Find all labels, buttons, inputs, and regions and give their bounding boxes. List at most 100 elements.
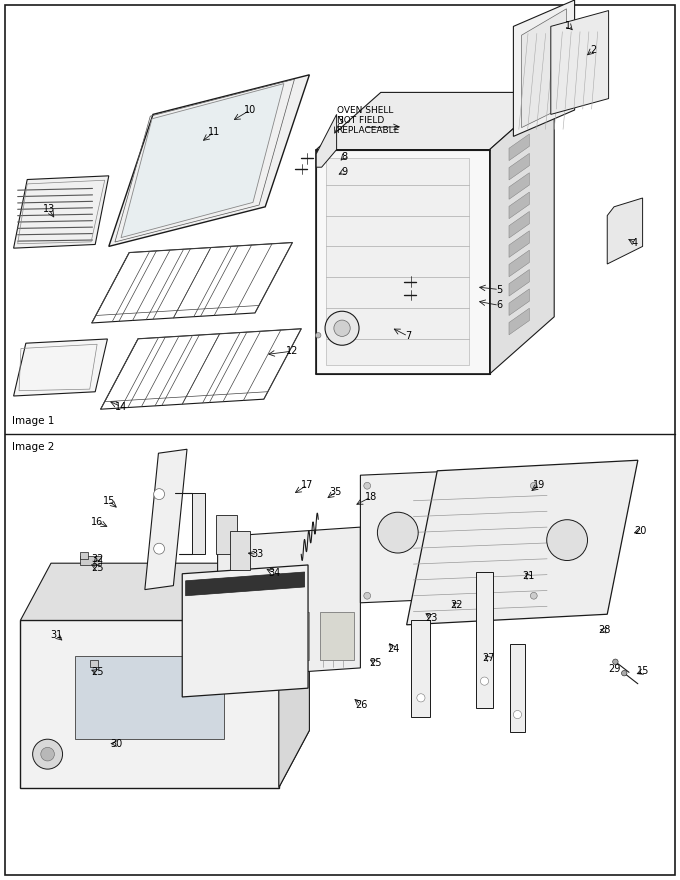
Polygon shape — [20, 730, 309, 788]
Polygon shape — [509, 134, 529, 161]
Bar — [476, 572, 493, 708]
Text: 10: 10 — [244, 105, 256, 115]
Polygon shape — [230, 531, 250, 570]
Polygon shape — [326, 158, 469, 365]
Circle shape — [613, 659, 618, 664]
Polygon shape — [316, 92, 554, 150]
Text: 20: 20 — [634, 525, 647, 536]
Text: 5: 5 — [496, 284, 503, 295]
Text: 9: 9 — [341, 166, 347, 177]
Bar — [320, 612, 354, 660]
Polygon shape — [407, 460, 638, 625]
Text: 19: 19 — [533, 480, 545, 490]
Text: 25: 25 — [91, 562, 103, 573]
Polygon shape — [522, 9, 566, 128]
Polygon shape — [509, 269, 529, 296]
Bar — [231, 612, 265, 660]
Polygon shape — [551, 11, 609, 114]
Text: 18: 18 — [364, 492, 377, 502]
Circle shape — [417, 693, 425, 702]
Text: 34: 34 — [268, 568, 280, 578]
Bar — [510, 644, 525, 732]
Text: 35: 35 — [330, 487, 342, 497]
Text: 28: 28 — [598, 625, 611, 635]
Polygon shape — [186, 572, 305, 596]
Circle shape — [622, 671, 627, 676]
Text: 29: 29 — [609, 664, 621, 674]
Text: 33: 33 — [251, 549, 263, 560]
Circle shape — [364, 482, 371, 489]
Polygon shape — [216, 515, 237, 554]
Text: 4: 4 — [632, 238, 639, 248]
Bar — [411, 620, 430, 717]
Text: 16: 16 — [91, 517, 103, 527]
Text: 2: 2 — [590, 45, 596, 55]
Circle shape — [325, 312, 359, 345]
Text: 23: 23 — [426, 612, 438, 623]
Text: 25: 25 — [91, 667, 103, 678]
Polygon shape — [509, 211, 529, 238]
Polygon shape — [192, 493, 205, 554]
Text: 21: 21 — [522, 571, 534, 582]
Text: Image 2: Image 2 — [12, 442, 54, 451]
Text: 13: 13 — [43, 204, 55, 215]
Polygon shape — [182, 565, 308, 697]
Text: 6: 6 — [496, 300, 503, 311]
Bar — [80, 552, 88, 559]
Text: 30: 30 — [110, 738, 122, 749]
Polygon shape — [490, 92, 554, 374]
Polygon shape — [14, 339, 107, 396]
Text: 27: 27 — [482, 653, 494, 664]
Text: 14: 14 — [115, 401, 127, 412]
Polygon shape — [331, 295, 409, 311]
Polygon shape — [145, 449, 187, 590]
Text: 12: 12 — [286, 346, 299, 356]
Polygon shape — [331, 229, 409, 245]
Polygon shape — [14, 176, 109, 248]
Circle shape — [530, 592, 537, 599]
Polygon shape — [218, 527, 360, 678]
Polygon shape — [101, 329, 301, 409]
Polygon shape — [331, 273, 409, 289]
Circle shape — [513, 710, 522, 719]
Polygon shape — [331, 207, 409, 223]
Polygon shape — [121, 84, 284, 238]
Polygon shape — [316, 150, 490, 374]
Polygon shape — [509, 172, 529, 200]
Circle shape — [154, 543, 165, 554]
Text: 17: 17 — [301, 480, 313, 490]
Polygon shape — [513, 0, 575, 136]
Polygon shape — [316, 114, 337, 167]
Text: 32: 32 — [91, 554, 103, 564]
Polygon shape — [279, 563, 309, 788]
Text: 8: 8 — [341, 151, 347, 162]
Bar — [275, 612, 309, 660]
Text: 11: 11 — [208, 127, 220, 137]
Polygon shape — [509, 308, 529, 335]
Polygon shape — [331, 317, 409, 333]
Text: 15: 15 — [103, 495, 115, 506]
Bar — [80, 556, 101, 565]
Polygon shape — [509, 231, 529, 257]
Circle shape — [334, 320, 350, 336]
Circle shape — [377, 512, 418, 553]
Polygon shape — [331, 163, 409, 179]
Text: OVEN SHELL
NOT FIELD
REPLACEABLE: OVEN SHELL NOT FIELD REPLACEABLE — [337, 106, 400, 136]
Text: 7: 7 — [405, 331, 411, 341]
Polygon shape — [109, 75, 309, 246]
Polygon shape — [20, 563, 309, 620]
Polygon shape — [360, 467, 541, 603]
Text: Image 1: Image 1 — [12, 416, 54, 426]
Polygon shape — [20, 620, 279, 788]
Bar — [90, 660, 98, 667]
Polygon shape — [607, 198, 643, 264]
Text: 26: 26 — [355, 700, 367, 710]
Circle shape — [480, 677, 488, 686]
Text: 25: 25 — [369, 657, 381, 668]
Polygon shape — [331, 251, 409, 267]
Polygon shape — [331, 185, 409, 201]
Polygon shape — [509, 153, 529, 180]
Polygon shape — [509, 250, 529, 276]
Polygon shape — [509, 192, 529, 218]
Circle shape — [530, 482, 537, 489]
